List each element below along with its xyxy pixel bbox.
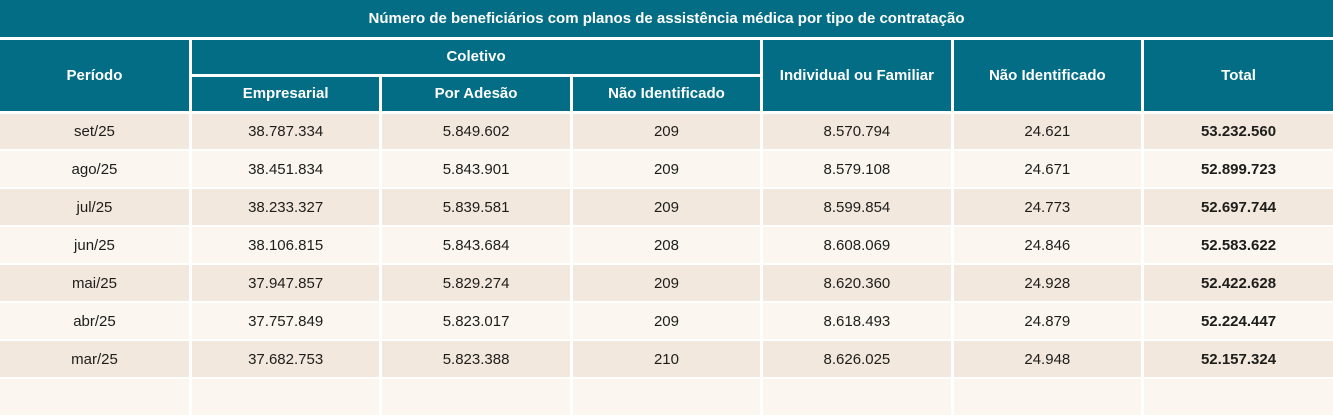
cell-empresarial: 37.947.857 <box>188 263 383 303</box>
cell-por-adesao: 5.829.274 <box>379 263 573 303</box>
cell-individual-ou-familiar: 8.620.360 <box>760 263 954 303</box>
cell-coletivo-nao-identificado: 209 <box>569 187 764 227</box>
header-total: Total <box>1141 38 1333 114</box>
cell-por-adesao: 5.839.581 <box>379 187 573 227</box>
cell-individual-ou-familiar: 8.608.069 <box>760 225 954 265</box>
table-header: Número de beneficiários com planos de as… <box>0 0 1333 114</box>
cell-empresarial: 38.233.327 <box>188 187 383 227</box>
header-coletivo-nao-identificado: Não Identificado <box>569 75 764 114</box>
cell-por-adesao: 5.823.388 <box>379 339 573 379</box>
table-row: abr/25 37.757.849 5.823.017 209 8.618.49… <box>0 301 1333 341</box>
cell-nao-identificado: 24.879 <box>950 301 1145 341</box>
cell-individual-ou-familiar: 8.579.108 <box>760 149 954 189</box>
cell-coletivo-nao-identificado <box>569 377 764 417</box>
cell-individual-ou-familiar: 8.599.854 <box>760 187 954 227</box>
table-row: mai/25 37.947.857 5.829.274 209 8.620.36… <box>0 263 1333 303</box>
cell-total: 52.157.324 <box>1141 339 1333 379</box>
cell-total: 52.422.628 <box>1141 263 1333 303</box>
cell-coletivo-nao-identificado: 210 <box>569 339 764 379</box>
cell-coletivo-nao-identificado: 209 <box>569 263 764 303</box>
cell-por-adesao: 5.843.684 <box>379 225 573 265</box>
cell-empresarial: 37.682.753 <box>188 339 383 379</box>
table-row: mar/25 37.682.753 5.823.388 210 8.626.02… <box>0 339 1333 379</box>
table-body: set/25 38.787.334 5.849.602 209 8.570.79… <box>0 111 1333 417</box>
cell-coletivo-nao-identificado: 209 <box>569 111 764 151</box>
cell-empresarial: 38.451.834 <box>188 149 383 189</box>
cell-empresarial: 38.787.334 <box>188 111 383 151</box>
cell-nao-identificado: 24.928 <box>950 263 1145 303</box>
cell-nao-identificado: 24.773 <box>950 187 1145 227</box>
cell-individual-ou-familiar: 8.626.025 <box>760 339 954 379</box>
cell-empresarial: 38.106.815 <box>188 225 383 265</box>
cell-individual-ou-familiar: 8.570.794 <box>760 111 954 151</box>
table-row: jun/25 38.106.815 5.843.684 208 8.608.06… <box>0 225 1333 265</box>
cell-nao-identificado: 24.621 <box>950 111 1145 151</box>
cell-nao-identificado <box>950 377 1145 417</box>
cell-total: 52.899.723 <box>1141 149 1333 189</box>
cell-total: 53.232.560 <box>1141 111 1333 151</box>
cell-nao-identificado: 24.671 <box>950 149 1145 189</box>
cell-total <box>1141 377 1333 417</box>
cell-coletivo-nao-identificado: 208 <box>569 225 764 265</box>
table-row: set/25 38.787.334 5.849.602 209 8.570.79… <box>0 111 1333 151</box>
cell-empresarial <box>188 377 383 417</box>
cell-periodo: mar/25 <box>0 339 192 379</box>
table-title-row: Número de beneficiários com planos de as… <box>0 0 1333 40</box>
header-coletivo-group: Coletivo <box>188 38 764 77</box>
header-por-adesao: Por Adesão <box>379 75 573 114</box>
cell-periodo <box>0 377 192 417</box>
cell-individual-ou-familiar: 8.618.493 <box>760 301 954 341</box>
cell-periodo: jul/25 <box>0 187 192 227</box>
header-empresarial: Empresarial <box>190 75 383 114</box>
cell-total: 52.224.447 <box>1141 301 1333 341</box>
header-sub-row: Empresarial Por Adesão Não Identificado <box>0 75 1333 114</box>
cell-por-adesao: 5.823.017 <box>379 301 573 341</box>
table-title: Número de beneficiários com planos de as… <box>0 0 1333 40</box>
cell-total: 52.583.622 <box>1141 225 1333 265</box>
header-periodo: Período <box>0 38 192 114</box>
cell-periodo: jun/25 <box>0 225 192 265</box>
cell-total: 52.697.744 <box>1141 187 1333 227</box>
header-individual-ou-familiar: Individual ou Familiar <box>760 38 954 114</box>
cell-por-adesao: 5.843.901 <box>379 149 573 189</box>
cell-empresarial: 37.757.849 <box>188 301 383 341</box>
table-row-partial <box>0 377 1333 417</box>
cell-coletivo-nao-identificado: 209 <box>569 149 764 189</box>
table-row: ago/25 38.451.834 5.843.901 209 8.579.10… <box>0 149 1333 189</box>
cell-nao-identificado: 24.846 <box>950 225 1145 265</box>
cell-periodo: set/25 <box>0 111 192 151</box>
cell-periodo: abr/25 <box>0 301 192 341</box>
cell-por-adesao <box>379 377 573 417</box>
cell-coletivo-nao-identificado: 209 <box>569 301 764 341</box>
cell-nao-identificado: 24.948 <box>950 339 1145 379</box>
header-group-row: Período Coletivo Individual ou Familiar … <box>0 38 1333 114</box>
cell-por-adesao: 5.849.602 <box>379 111 573 151</box>
cell-periodo: mai/25 <box>0 263 192 303</box>
table-row: jul/25 38.233.327 5.839.581 209 8.599.85… <box>0 187 1333 227</box>
cell-individual-ou-familiar <box>760 377 954 417</box>
cell-periodo: ago/25 <box>0 149 192 189</box>
header-nao-identificado: Não Identificado <box>950 38 1145 114</box>
